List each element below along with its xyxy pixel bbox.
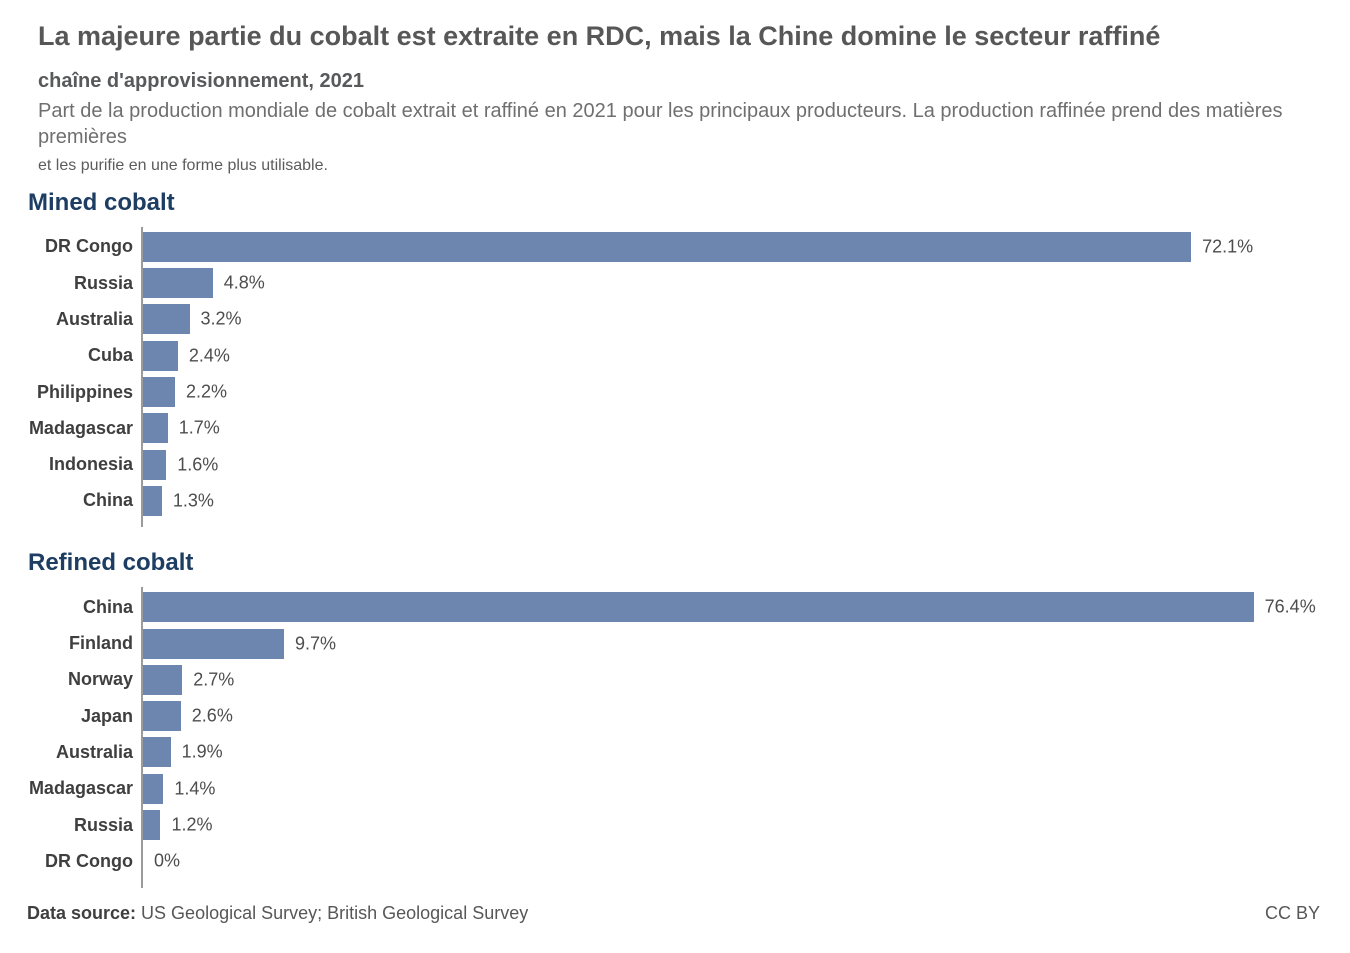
value-label: 3.2% [200, 308, 242, 329]
category-label: Finland [69, 633, 133, 654]
category-label: DR Congo [45, 236, 133, 257]
bar-row: Russia 4.8% [0, 265, 1350, 301]
category-label: Russia [73, 814, 133, 835]
value-label: 0% [154, 850, 181, 871]
bar [143, 664, 183, 695]
category-label: Australia [55, 741, 133, 762]
value-label: 9.7% [295, 633, 337, 654]
chart-description: Part de la production mondiale de cobalt… [38, 99, 1283, 148]
bar-track: 1.9% [143, 737, 1350, 768]
data-source-label: Data source: [27, 903, 137, 923]
value-label: 2.2% [185, 381, 227, 402]
data-source-text: US Geological Survey; British Geological… [136, 903, 529, 923]
bar-track: 2.6% [143, 701, 1350, 732]
bar-track: 2.4% [143, 340, 1350, 371]
category-label: Norway [67, 669, 133, 690]
license-badge: CC BY [1264, 903, 1320, 923]
value-label: 1.6% [177, 454, 219, 475]
bar-track: 1.3% [143, 485, 1350, 516]
value-label: 1.7% [178, 417, 220, 438]
bar [143, 773, 164, 804]
value-label: 72.1% [1202, 236, 1254, 257]
value-label: 4.8% [223, 272, 265, 293]
bar [143, 737, 171, 768]
bar [143, 485, 162, 516]
category-label: Cuba [88, 345, 133, 366]
category-label: Japan [80, 705, 133, 726]
value-label: 76.4% [1264, 596, 1316, 617]
value-label: 2.6% [191, 705, 233, 726]
bar-track: 4.8% [143, 268, 1350, 299]
value-label: 1.9% [181, 741, 223, 762]
bar-row: Cuba 2.4% [0, 338, 1350, 374]
category-label: DR Congo [45, 850, 133, 871]
bar-row: Finland 9.7% [0, 625, 1350, 661]
category-label: Philippines [36, 381, 133, 402]
bar-track: 2.7% [143, 664, 1350, 695]
bar [143, 449, 167, 480]
bar-track: 1.6% [143, 449, 1350, 480]
chart-note: et les purifie en une forme plus utilisa… [38, 156, 328, 174]
value-label: 1.3% [172, 490, 214, 511]
data-source: Data source: US Geological Survey; Briti… [27, 903, 528, 924]
bar-row: Norway 2.7% [0, 662, 1350, 698]
bar-row: Indonesia 1.6% [0, 447, 1350, 483]
category-label: Australia [55, 308, 133, 329]
bar-track: 2.2% [143, 377, 1350, 408]
value-label: 2.7% [193, 669, 235, 690]
bar-track: 1.2% [143, 810, 1350, 841]
footer: Data source: US Geological Survey; Briti… [27, 903, 1320, 924]
bar-track: 3.2% [143, 304, 1350, 335]
bar [143, 810, 161, 841]
bar [143, 340, 178, 371]
bar-row: Madagascar 1.4% [0, 771, 1350, 807]
chart-subtitle: chaîne d'approvisionnement, 2021 [38, 69, 364, 92]
bar-track: 0% [143, 846, 1350, 876]
category-label: Madagascar [28, 417, 133, 438]
section-heading-refined: Refined cobalt [28, 549, 194, 577]
bar-row: Australia 3.2% [0, 301, 1350, 337]
bar [143, 592, 1254, 623]
page-title: La majeure partie du cobalt est extraite… [38, 21, 1161, 51]
bar-row: DR Congo 0% [0, 843, 1350, 879]
axis-line [141, 587, 143, 888]
bar-row: DR Congo 72.1% [0, 229, 1350, 265]
value-label: 2.4% [188, 345, 230, 366]
bar-track: 1.4% [143, 773, 1350, 804]
bar-row: Madagascar 1.7% [0, 410, 1350, 446]
axis-line [141, 226, 143, 528]
value-label: 1.4% [174, 778, 216, 799]
bar-track: 72.1% [143, 231, 1350, 262]
bar-chart-mined: DR Congo 72.1% Russia 4.8% Australia 3.2% Cuba… [0, 226, 1350, 528]
bar-row: China 76.4% [0, 589, 1350, 625]
bar [143, 231, 1192, 262]
bar [143, 377, 175, 408]
bar-row: Russia 1.2% [0, 807, 1350, 843]
bar-track: 1.7% [143, 413, 1350, 444]
bar-track: 76.4% [143, 592, 1350, 623]
category-label: Russia [73, 272, 133, 293]
bar-row: Philippines 2.2% [0, 374, 1350, 410]
category-label: Indonesia [48, 454, 133, 475]
bar-row: Australia 1.9% [0, 734, 1350, 770]
category-label: China [82, 490, 133, 511]
bar-chart-refined: China 76.4% Finland 9.7% Norway 2.7% Japan 2.6%… [0, 587, 1350, 888]
bar-row: Japan 2.6% [0, 698, 1350, 734]
bar [143, 628, 284, 659]
value-label: 1.2% [171, 814, 213, 835]
section-heading-mined: Mined cobalt [28, 188, 175, 216]
category-label: China [82, 596, 133, 617]
category-label: Madagascar [28, 778, 133, 799]
bar [143, 268, 213, 299]
bar [143, 413, 168, 444]
bar-row: China 1.3% [0, 483, 1350, 519]
bar [143, 701, 181, 732]
bar-track: 9.7% [143, 628, 1350, 659]
bar [143, 304, 190, 335]
